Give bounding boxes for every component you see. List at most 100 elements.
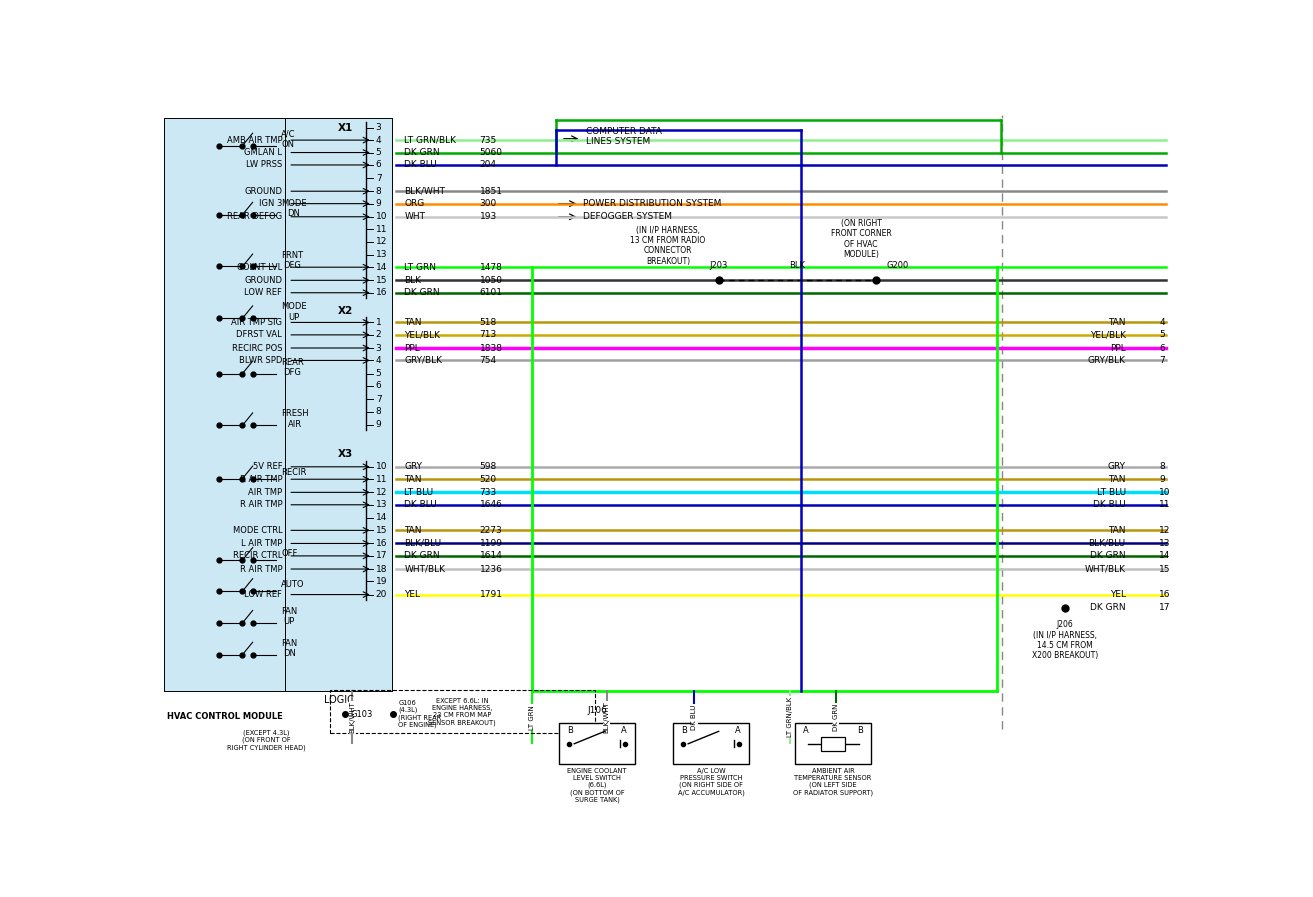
Text: FAN
DN: FAN DN [281,639,298,658]
Text: 16: 16 [376,288,387,297]
Text: LOGIC: LOGIC [324,694,355,704]
Text: 5060: 5060 [479,148,503,157]
Text: 7: 7 [376,174,382,183]
Text: 15: 15 [376,526,387,535]
Text: 13: 13 [376,250,387,259]
Text: GROUND: GROUND [244,187,282,196]
Text: 17: 17 [376,552,387,561]
Text: GRY: GRY [1108,462,1125,471]
Text: 6: 6 [1159,344,1165,353]
Text: R AIR TMP: R AIR TMP [239,501,282,509]
Text: G200: G200 [886,261,909,270]
Text: BLK/WHT: BLK/WHT [404,187,445,196]
Text: AMBIENT AIR
TEMPERATURE SENSOR
(ON LEFT SIDE
OF RADIATOR SUPPORT): AMBIENT AIR TEMPERATURE SENSOR (ON LEFT … [793,768,873,796]
Text: YEL: YEL [404,590,420,599]
Text: GROUND: GROUND [244,275,282,285]
Text: 16: 16 [1159,590,1171,599]
Text: 5V REF: 5V REF [252,462,282,471]
Text: 518: 518 [479,318,496,327]
Text: EXCEPT 6.6L: IN
ENGINE HARNESS,
23 CM FROM MAP
SENSOR BREAKOUT): EXCEPT 6.6L: IN ENGINE HARNESS, 23 CM FR… [428,698,496,726]
Text: LW PRSS: LW PRSS [246,161,282,170]
Text: AIR TMP: AIR TMP [248,488,282,497]
Text: 9: 9 [1159,475,1165,483]
Text: 1851: 1851 [479,187,503,196]
Text: 8: 8 [1159,462,1165,471]
Text: FRESH
AIR: FRESH AIR [281,409,309,429]
Text: YEL: YEL [1109,590,1125,599]
Text: 13: 13 [1159,539,1171,548]
Text: 19: 19 [376,577,387,586]
Text: 1050: 1050 [479,275,503,285]
Text: 12: 12 [376,237,387,246]
Text: TAN: TAN [1108,318,1125,327]
Text: (EXCEPT 4.3L)
(ON FRONT OF
RIGHT CYLINDER HEAD): (EXCEPT 4.3L) (ON FRONT OF RIGHT CYLINDE… [227,729,305,751]
Text: BLK: BLK [404,275,421,285]
Text: DK BLU: DK BLU [404,501,437,509]
Text: WHT: WHT [404,213,425,222]
Text: WHT/BLK: WHT/BLK [404,564,445,573]
Text: LT GRN/BLK: LT GRN/BLK [404,135,457,144]
Text: 17: 17 [1159,603,1171,612]
Text: DK BLU: DK BLU [404,161,437,170]
Text: 713: 713 [479,330,496,339]
Text: DEFOGGER SYSTEM: DEFOGGER SYSTEM [583,213,672,222]
Text: GRY: GRY [404,462,423,471]
Text: BLK/BLU: BLK/BLU [1088,539,1125,548]
Text: X2: X2 [339,306,353,316]
Text: 598: 598 [479,462,496,471]
Text: PPL: PPL [404,344,420,353]
Text: LT GRN/BLK: LT GRN/BLK [786,697,793,737]
Text: 5: 5 [376,148,382,157]
Text: DK GRN: DK GRN [1090,552,1125,561]
Text: 12: 12 [376,488,387,497]
Text: ENGINE COOLANT
LEVEL SWITCH
(6.6L)
(ON BOTTOM OF
SURGE TANK): ENGINE COOLANT LEVEL SWITCH (6.6L) (ON B… [567,768,626,804]
Bar [559,723,635,764]
Text: 18: 18 [376,564,387,573]
Text: 12: 12 [1159,526,1171,535]
Text: 14: 14 [376,513,387,522]
Text: 10: 10 [376,462,387,471]
Text: 4: 4 [376,356,381,365]
Text: GRY/BLK: GRY/BLK [404,356,442,365]
Text: B: B [567,727,572,736]
Bar [821,736,846,751]
Text: DK GRN: DK GRN [404,288,440,297]
Text: 11: 11 [1159,501,1171,509]
Text: J203: J203 [709,261,727,270]
Text: 733: 733 [479,488,496,497]
Text: IGN 3: IGN 3 [259,199,282,208]
Text: J206
(IN I/P HARNESS,
14.5 CM FROM
X200 BREAKOUT): J206 (IN I/P HARNESS, 14.5 CM FROM X200 … [1032,620,1098,660]
Text: 4: 4 [376,135,381,144]
Text: RECIR: RECIR [281,468,306,477]
Text: LT BLU: LT BLU [404,488,433,497]
Text: 1791: 1791 [479,590,503,599]
Text: 1614: 1614 [479,552,503,561]
Text: 13: 13 [376,501,387,509]
Bar [330,690,595,733]
Text: OFF: OFF [281,549,298,558]
Text: MODE CTRL: MODE CTRL [232,526,282,535]
Text: DK GRN: DK GRN [1090,603,1125,612]
Text: 3: 3 [376,344,382,353]
Text: LT GRN: LT GRN [529,705,536,729]
Text: 8: 8 [376,187,382,196]
Text: BLK/BLU: BLK/BLU [404,539,441,548]
Text: MODE
DN: MODE DN [281,199,307,218]
Text: 2273: 2273 [479,526,503,535]
Text: A: A [735,727,741,736]
Text: 20: 20 [376,590,387,599]
Text: 1478: 1478 [479,263,503,272]
Text: 9: 9 [376,199,382,208]
Text: BLWR SPD: BLWR SPD [239,356,282,365]
Bar [796,723,872,764]
Text: YEL/BLK: YEL/BLK [404,330,440,339]
Text: DK BLU: DK BLU [1092,501,1125,509]
Text: GRY/BLK: GRY/BLK [1087,356,1125,365]
Text: 1236: 1236 [479,564,503,573]
Text: A/C
ON: A/C ON [281,130,295,149]
Text: FAN
UP: FAN UP [281,607,298,626]
Text: DFRST VAL: DFRST VAL [236,330,282,339]
Text: G106
(4.3L)
(RIGHT REAR
OF ENGINE): G106 (4.3L) (RIGHT REAR OF ENGINE) [398,700,441,728]
Text: A: A [621,727,628,736]
Text: X3: X3 [339,449,353,459]
